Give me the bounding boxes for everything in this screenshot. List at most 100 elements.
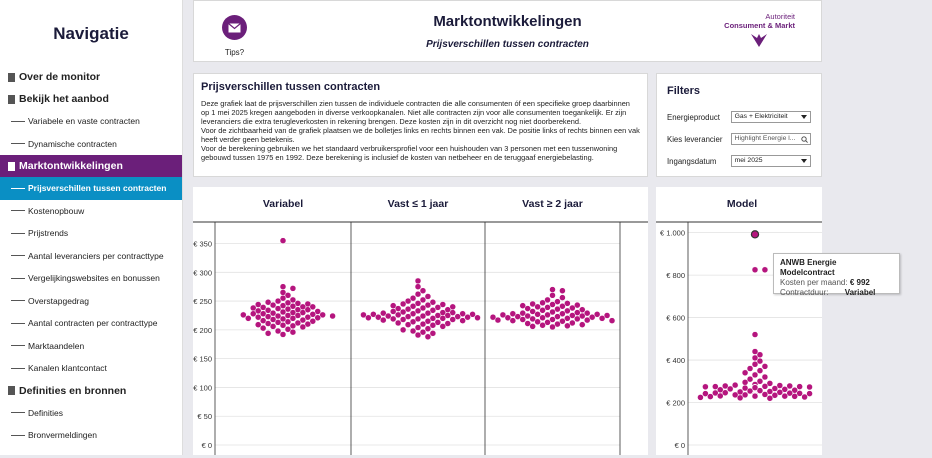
tips-label[interactable]: Tips? [224,48,245,57]
price-dot[interactable] [756,387,764,394]
price-dot[interactable] [514,313,522,320]
price-dot[interactable] [574,309,581,316]
sidebar-item-definities-en-bronnen[interactable]: Definities en bronnen [0,380,182,402]
price-dot[interactable] [751,392,759,400]
price-dot[interactable] [469,311,476,318]
sidebar-item-kanalen-klantcontact[interactable]: Kanalen klantcontact [0,357,182,380]
price-dot[interactable] [404,313,412,320]
price-dot[interactable] [766,395,774,402]
price-dot[interactable] [549,316,556,323]
price-dot[interactable] [559,294,566,301]
price-dot[interactable] [539,307,546,314]
price-dot[interactable] [509,317,517,324]
price-dot[interactable] [424,293,432,300]
price-dot[interactable] [299,309,307,316]
price-dot[interactable] [269,301,277,309]
price-dot[interactable] [289,328,297,336]
price-dot[interactable] [549,308,556,316]
price-dot[interactable] [459,310,466,317]
price-dot[interactable] [583,316,591,324]
price-dot[interactable] [499,311,507,319]
price-dot[interactable] [245,315,252,322]
price-dot[interactable] [394,311,402,319]
price-dot[interactable] [702,383,709,391]
price-dot[interactable] [284,326,292,333]
price-dot[interactable] [761,266,769,274]
price-dot[interactable] [274,319,282,326]
price-dot[interactable] [284,305,292,313]
price-dot[interactable] [289,285,297,292]
price-dot[interactable] [414,315,422,323]
price-dot[interactable] [529,315,536,323]
price-dot[interactable] [741,379,749,386]
price-dot[interactable] [569,304,576,312]
price-dot[interactable] [309,311,317,318]
price-dot[interactable] [751,348,759,355]
price-dot[interactable] [264,330,272,337]
price-dot[interactable] [717,392,724,400]
price-dot[interactable] [279,315,287,323]
price-dot[interactable] [380,309,387,317]
price-dot[interactable] [746,387,754,395]
price-dot[interactable] [751,361,759,368]
price-dot[interactable] [756,378,764,385]
price-dot[interactable] [414,307,422,315]
price-dot[interactable] [712,389,719,397]
price-dot[interactable] [429,315,437,322]
price-dot[interactable] [284,292,292,299]
price-dot[interactable] [519,316,526,323]
price-dot[interactable] [389,315,397,323]
price-dot[interactable] [588,313,596,321]
price-dot[interactable] [731,381,739,389]
price-dot[interactable] [746,375,754,383]
price-dot[interactable] [746,365,754,372]
price-dot[interactable] [454,313,461,320]
price-dot[interactable] [539,322,546,329]
price-dot[interactable] [564,322,571,330]
price-dot[interactable] [756,367,764,374]
price-dot[interactable] [414,324,422,331]
price-dot[interactable] [608,317,616,324]
price-dot[interactable] [289,296,297,304]
price-dot[interactable] [806,390,813,397]
price-dot[interactable] [603,312,611,319]
price-dot[interactable] [559,317,566,325]
price-dot[interactable] [409,327,417,335]
price-dot[interactable] [761,383,769,390]
price-dot[interactable] [294,312,302,319]
price-dot[interactable] [254,313,262,321]
price-dot[interactable] [409,318,417,326]
price-dot[interactable] [598,315,606,322]
price-dot[interactable] [741,369,749,377]
price-dot[interactable] [702,390,709,397]
price-dot[interactable] [751,331,759,338]
price-dot[interactable] [534,311,541,318]
price-dot[interactable] [279,294,287,302]
price-dot[interactable] [404,305,412,313]
price-dot[interactable] [399,316,407,323]
price-dot[interactable] [299,316,307,324]
price-dot[interactable] [801,393,808,401]
price-dot[interactable] [786,389,793,397]
price-dot[interactable] [751,371,759,379]
highlighted-dot[interactable] [750,230,760,239]
price-dot[interactable] [544,311,551,319]
mail-icon[interactable] [222,15,247,40]
price-dot[interactable] [434,319,442,326]
price-dot[interactable] [796,390,803,397]
price-dot[interactable] [559,310,566,317]
sidebar-item-kostenopbouw[interactable]: Kostenopbouw [0,200,182,223]
price-dot[interactable] [309,317,317,325]
price-dot[interactable] [419,287,427,294]
price-dot[interactable] [304,320,312,328]
price-dot[interactable] [707,393,714,400]
price-dot[interactable] [289,303,297,310]
price-dot[interactable] [240,311,247,319]
price-dot[interactable] [549,301,556,308]
price-dot[interactable] [564,315,571,322]
date-select[interactable]: mei 2025 [730,155,811,167]
price-dot[interactable] [509,310,517,317]
price-dot[interactable] [554,313,561,320]
price-dot[interactable] [394,305,402,312]
price-dot[interactable] [279,331,287,338]
